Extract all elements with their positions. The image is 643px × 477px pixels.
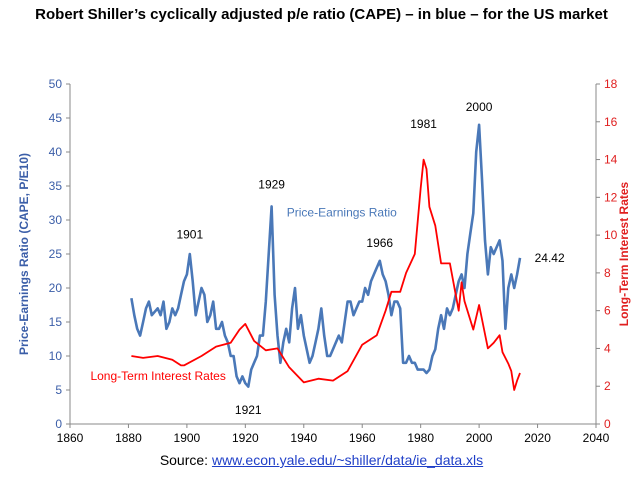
annotation-label: 1981 <box>410 117 437 131</box>
source-prefix: Source: <box>159 452 212 468</box>
x-tick-label: 2000 <box>466 431 493 445</box>
y-left-tick-label: 30 <box>49 213 63 227</box>
y-right-tick-label: 18 <box>604 77 618 91</box>
annotation-label: 2000 <box>466 100 493 114</box>
y-right-tick-label: 14 <box>604 153 618 167</box>
y-right-tick-label: 2 <box>604 379 611 393</box>
chart-title: Robert Shiller’s cyclically adjusted p/e… <box>35 6 608 23</box>
annotation-label: 1966 <box>366 236 393 250</box>
annotation-group: 1901 1929 1921 1966 1981 2000 24.42 Price-Earni… <box>90 100 565 417</box>
y-left-tick-label: 50 <box>49 77 63 91</box>
y-left-tick-label: 25 <box>49 247 63 261</box>
y-right-tick-label: 12 <box>604 190 618 204</box>
x-tick-label: 1860 <box>57 431 84 445</box>
y-left-tick-label: 20 <box>49 281 63 295</box>
y-right-tick-label: 8 <box>604 266 611 280</box>
x-tick-label: 2040 <box>583 431 610 445</box>
x-tick-label: 1880 <box>115 431 142 445</box>
cape-series-line <box>130 123 522 388</box>
x-tick-label: 1960 <box>349 431 376 445</box>
y-right-tick-label: 0 <box>604 417 611 431</box>
y-left-tick-label: 45 <box>49 111 63 125</box>
annotation-label: Long-Term Interest Rates <box>90 369 225 383</box>
y-right-tick-label: 6 <box>604 304 611 318</box>
x-tick-label: 1900 <box>174 431 201 445</box>
y-right-axis-title: Long-Term Interest Rates <box>617 181 631 326</box>
y-left-tick-label: 35 <box>49 179 63 193</box>
y-right-tick-label: 10 <box>604 228 618 242</box>
y-right-tick-label: 4 <box>604 341 611 355</box>
annotation-label: 1929 <box>258 178 285 192</box>
y-left-axis-title: Price-Earnings Ratio (CAPE, P/E10) <box>17 153 31 355</box>
x-tick-label: 1920 <box>232 431 259 445</box>
y-left-tick-label: 10 <box>49 349 63 363</box>
y-right-tick-label: 16 <box>604 115 618 129</box>
source-note: Source: www.econ.yale.edu/~shiller/data/… <box>0 452 643 468</box>
source-link[interactable]: www.econ.yale.edu/~shiller/data/ie_data.… <box>211 452 484 468</box>
x-tick-label: 1940 <box>290 431 317 445</box>
axes-group: 1860 1880 1900 1920 1940 1960 1980 2000 2020 2040… <box>17 77 631 445</box>
annotation-label: 1921 <box>235 403 262 417</box>
y-left-tick-label: 15 <box>49 315 63 329</box>
y-left-tick-label: 40 <box>49 145 63 159</box>
x-tick-label: 1980 <box>407 431 434 445</box>
x-tick-label: 2020 <box>524 431 551 445</box>
series-group <box>130 123 522 391</box>
annotation-label: 24.42 <box>535 251 565 265</box>
y-left-tick-label: 0 <box>55 417 62 431</box>
interest-rate-series-line <box>131 158 521 391</box>
annotation-label: Price-Earnings Ratio <box>287 206 397 220</box>
y-left-tick-label: 5 <box>55 383 62 397</box>
annotation-label: 1901 <box>176 227 203 241</box>
